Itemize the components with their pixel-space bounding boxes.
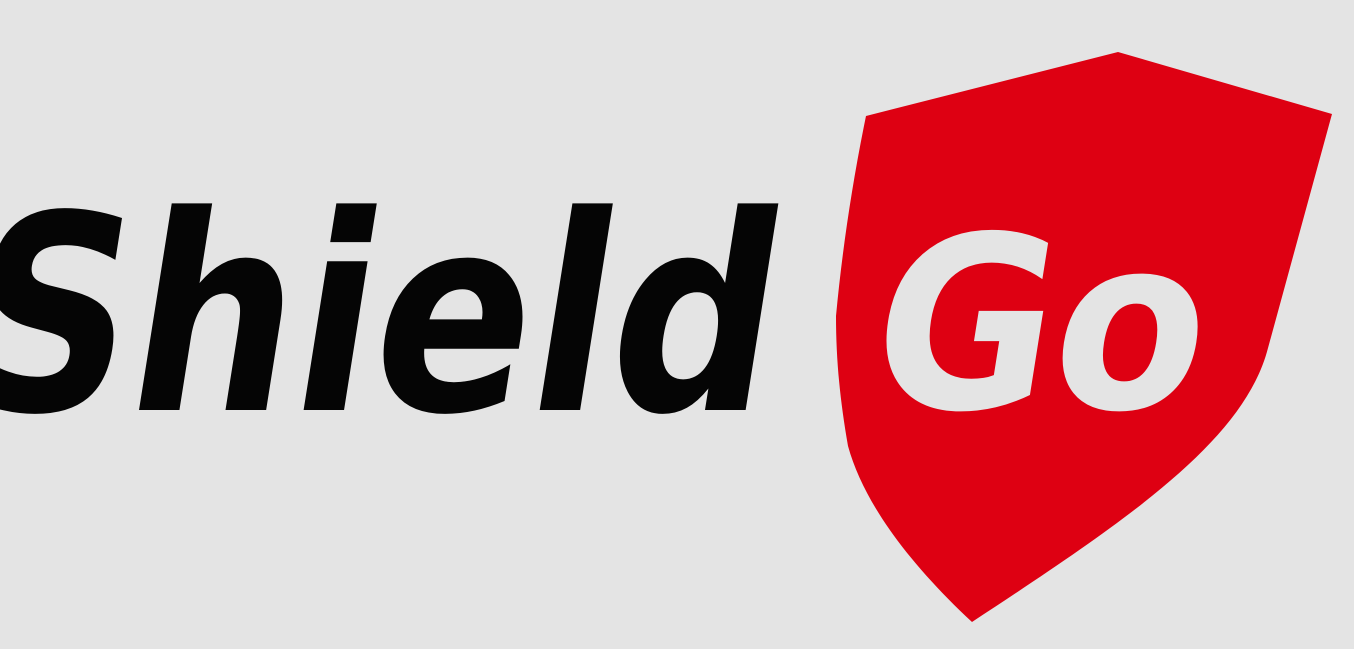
shield-icon (836, 52, 1332, 622)
wordmark-go: Go (854, 185, 1230, 464)
wordmark-shield: Shield (0, 158, 805, 475)
